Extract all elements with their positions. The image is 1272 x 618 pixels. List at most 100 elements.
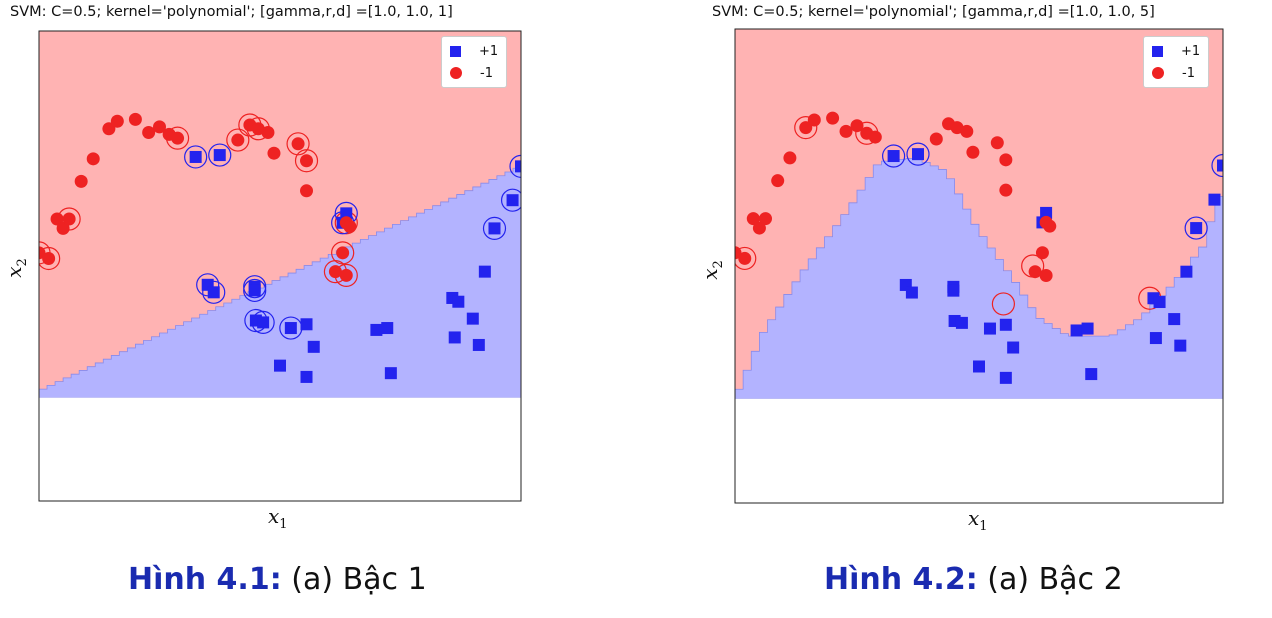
negative-point bbox=[826, 111, 840, 125]
positive-point bbox=[207, 286, 220, 299]
positive-point bbox=[1085, 368, 1098, 381]
plot-frame bbox=[734, 28, 1224, 504]
positive-point bbox=[947, 284, 960, 297]
legend: +1 -1 bbox=[1143, 36, 1210, 88]
negative-point bbox=[343, 220, 357, 234]
negative-point bbox=[339, 268, 353, 282]
negative-point bbox=[86, 152, 100, 166]
positive-point bbox=[340, 207, 353, 220]
negative-point bbox=[1039, 268, 1053, 282]
positive-point bbox=[983, 322, 996, 335]
positive-point bbox=[274, 359, 286, 372]
chart-title: SVM: C=0.5; kernel='polynomial'; [gamma,… bbox=[712, 4, 1155, 20]
support-vector-ring bbox=[509, 154, 521, 178]
positive-region bbox=[39, 164, 521, 399]
negative-point bbox=[929, 132, 943, 146]
legend-circle-marker bbox=[450, 67, 462, 79]
support-vector-ring bbox=[482, 216, 507, 240]
support-vector-ring bbox=[500, 188, 521, 212]
negative-point bbox=[74, 174, 88, 188]
positive-point bbox=[1208, 193, 1221, 206]
plot-frame bbox=[38, 30, 522, 502]
legend-square-marker bbox=[450, 45, 461, 57]
support-vector-ring bbox=[906, 142, 930, 166]
negative-point bbox=[999, 183, 1013, 197]
positive-point bbox=[506, 194, 519, 207]
plot-area bbox=[735, 29, 1223, 503]
positive-point bbox=[515, 160, 521, 173]
positive-point bbox=[478, 265, 491, 278]
support-vector-ring bbox=[1184, 216, 1208, 240]
x-axis-label: x1 bbox=[968, 506, 988, 534]
positive-point bbox=[248, 284, 261, 297]
negative-point bbox=[807, 113, 821, 127]
negative-point bbox=[999, 153, 1013, 167]
negative-point bbox=[231, 133, 245, 147]
legend: +1 -1 bbox=[441, 36, 508, 88]
chart-panel-2: SVM: C=0.5; kernel='polynomial'; [gamma,… bbox=[697, 0, 1272, 618]
negative-point bbox=[990, 136, 1004, 150]
positive-point bbox=[384, 367, 397, 380]
support-vector-ring bbox=[286, 132, 310, 156]
support-vector-ring bbox=[735, 246, 757, 271]
negative-point bbox=[50, 212, 64, 226]
support-vector-ring bbox=[226, 128, 250, 152]
negative-point bbox=[966, 145, 980, 159]
positive-point bbox=[887, 150, 900, 163]
caption-text: (a) Bậc 2 bbox=[987, 562, 1123, 597]
positive-point bbox=[1174, 339, 1187, 352]
legend-label: +1 bbox=[479, 43, 499, 59]
negative-point bbox=[110, 114, 124, 128]
support-vector-ring bbox=[243, 275, 267, 299]
caption-label: Hình 4.2: bbox=[824, 562, 978, 597]
chart-panel-1: SVM: C=0.5; kernel='polynomial'; [gamma,… bbox=[0, 0, 540, 618]
negative-point bbox=[42, 251, 56, 265]
negative-point bbox=[142, 126, 156, 140]
positive-point bbox=[1217, 159, 1223, 172]
positive-point bbox=[448, 331, 461, 344]
negative-point bbox=[171, 131, 185, 145]
scatter-plot bbox=[38, 30, 522, 502]
support-vector-ring bbox=[196, 273, 220, 297]
positive-point bbox=[466, 312, 479, 325]
negative-point bbox=[1028, 265, 1042, 279]
support-vector-ring bbox=[243, 278, 267, 303]
blank-region bbox=[735, 398, 1223, 503]
y-axis-label: x2 bbox=[1, 258, 30, 278]
positive-point bbox=[1168, 313, 1181, 326]
negative-point bbox=[291, 137, 305, 151]
negative-point bbox=[300, 184, 314, 198]
legend-label: -1 bbox=[480, 65, 493, 81]
support-vector-ring bbox=[882, 144, 906, 168]
positive-point bbox=[488, 222, 501, 235]
positive-point bbox=[1190, 222, 1203, 235]
negative-point bbox=[62, 212, 76, 226]
positive-point bbox=[1007, 341, 1020, 354]
negative-point bbox=[153, 120, 166, 134]
negative-point bbox=[868, 130, 882, 144]
negative-point bbox=[1043, 219, 1057, 233]
negative-point bbox=[1035, 246, 1049, 260]
positive-point bbox=[284, 322, 297, 335]
negative-point bbox=[128, 112, 142, 126]
caption-text: (a) Bậc 1 bbox=[291, 562, 427, 597]
negative-point bbox=[746, 212, 760, 226]
positive-point bbox=[1081, 322, 1094, 335]
negative-point bbox=[839, 124, 853, 138]
positive-point bbox=[955, 316, 968, 329]
positive-point bbox=[905, 286, 918, 299]
positive-point bbox=[1153, 296, 1166, 309]
positive-point bbox=[999, 318, 1012, 331]
positive-point bbox=[472, 338, 485, 351]
support-vector-ring bbox=[991, 292, 1015, 316]
y-axis-label: x2 bbox=[697, 260, 726, 280]
blank-region bbox=[39, 397, 521, 501]
positive-point bbox=[973, 360, 985, 373]
positive-point bbox=[1149, 332, 1162, 345]
positive-point bbox=[452, 295, 465, 308]
support-vector-ring bbox=[1211, 153, 1223, 178]
caption-label: Hình 4.1: bbox=[128, 562, 282, 597]
x-axis-label: x1 bbox=[268, 504, 288, 532]
negative-point bbox=[759, 212, 772, 226]
negative-point bbox=[328, 265, 342, 279]
